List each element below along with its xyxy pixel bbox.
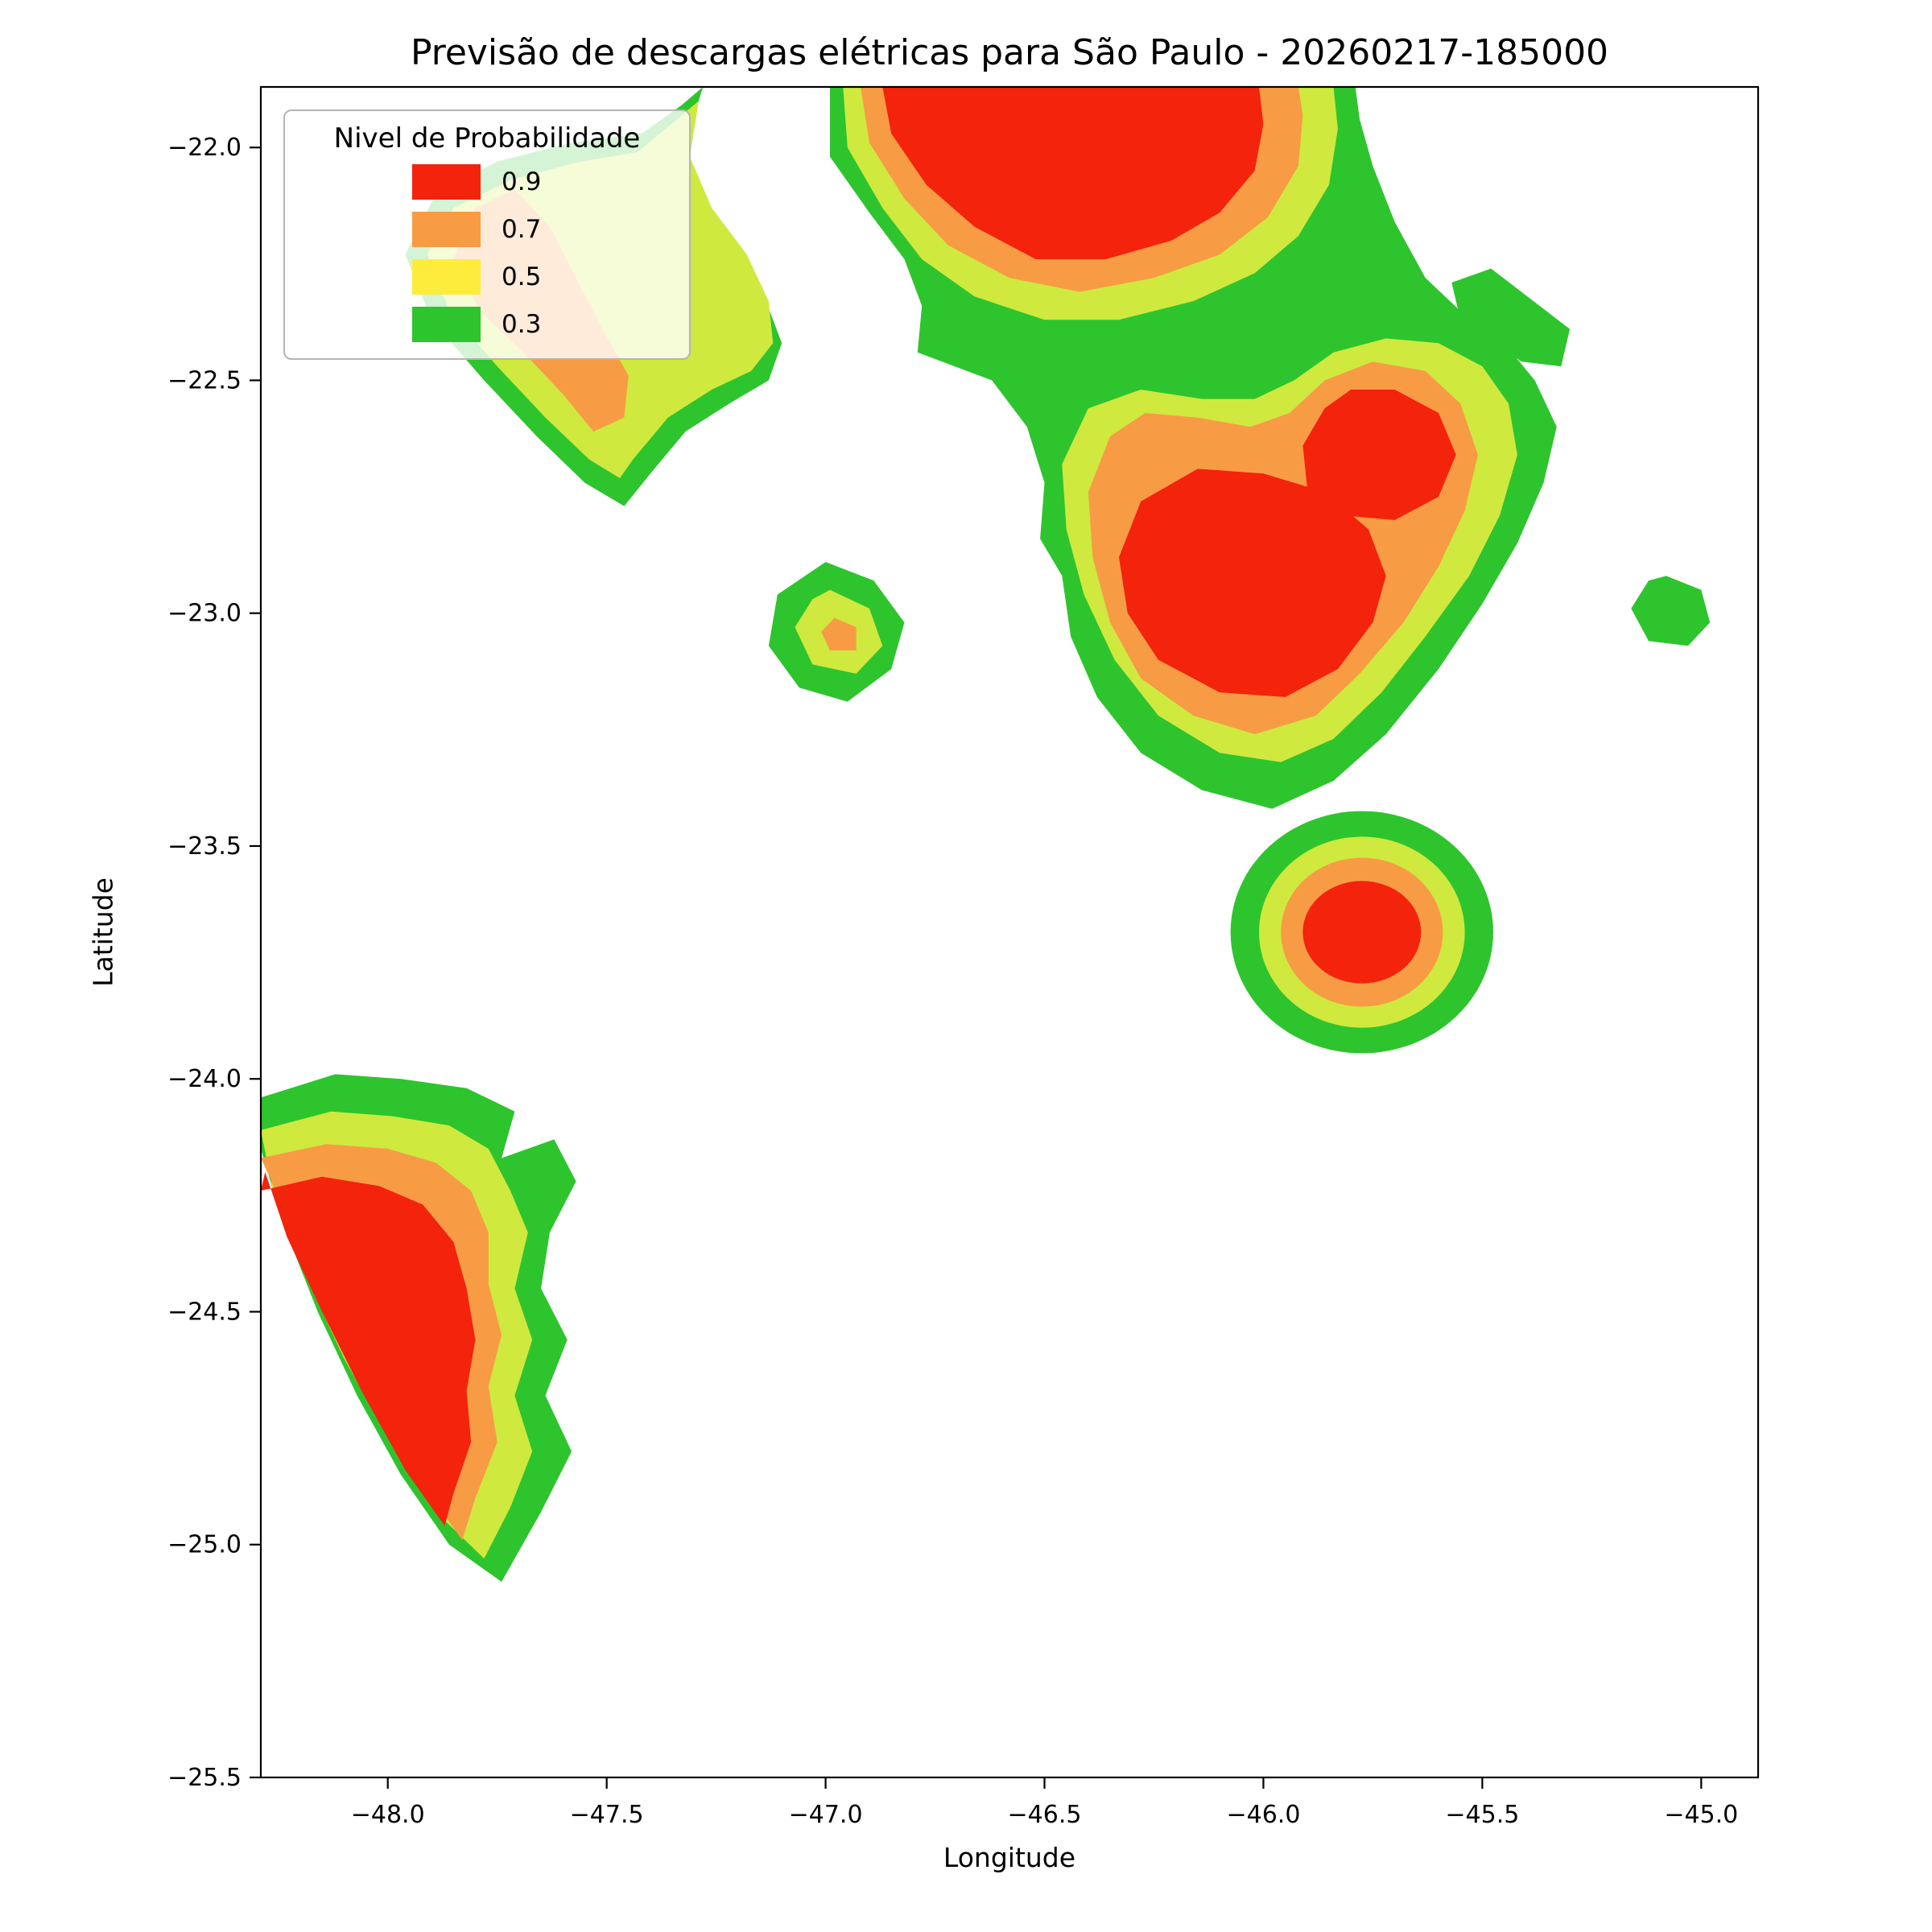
- legend-swatch-0.5: [412, 259, 481, 295]
- legend-item-0.3: 0.3: [412, 307, 679, 342]
- contour-region-north-upper-red: [882, 87, 1264, 259]
- contour-region-north-lower-red-east: [1302, 390, 1456, 520]
- x-tick-label: −47.0: [789, 1801, 863, 1829]
- legend-item-0.9: 0.9: [412, 164, 679, 200]
- legend-swatch-0.7: [412, 212, 481, 247]
- legend-swatch-0.3: [412, 307, 481, 342]
- legend-item-label: 0.5: [502, 262, 542, 291]
- x-tick-label: −48.0: [351, 1801, 425, 1829]
- contour-region-southeast-target-red: [1302, 881, 1422, 984]
- legend-items: 0.9 0.7 0.5 0.3: [295, 164, 679, 342]
- legend-swatch-0.9: [412, 164, 481, 200]
- x-tick-label: −47.5: [570, 1801, 644, 1829]
- contour-layers: [261, 87, 1711, 1582]
- x-tick-label: −46.5: [1008, 1801, 1082, 1829]
- chart-title: Previsão de descargas elétricas para São…: [410, 32, 1609, 73]
- y-tick-label: −25.5: [167, 1764, 242, 1792]
- y-tick-label: −24.5: [167, 1298, 242, 1326]
- legend-title: Nivel de Probabilidade: [333, 122, 641, 155]
- y-tick-label: −25.0: [167, 1531, 242, 1559]
- legend-item-label: 0.9: [502, 167, 542, 196]
- y-tick-label: −23.5: [167, 832, 242, 861]
- contour-region-north-east-spur-green: [1451, 268, 1571, 367]
- x-tick-label: −45.0: [1664, 1801, 1738, 1829]
- legend-item-0.5: 0.5: [412, 259, 679, 295]
- y-tick-label: −22.5: [167, 366, 242, 394]
- legend-item-label: 0.7: [502, 215, 542, 244]
- legend: Nivel de Probabilidade 0.9 0.7 0.5 0.3: [283, 109, 691, 360]
- x-tick-label: −45.5: [1445, 1801, 1519, 1829]
- legend-item-label: 0.3: [502, 310, 542, 339]
- contour-region-central-small-orange: [821, 617, 857, 650]
- axes-frame: [259, 85, 1760, 1779]
- legend-item-0.7: 0.7: [412, 212, 679, 247]
- x-axis-label: Longitude: [943, 1842, 1076, 1873]
- x-tick-label: −46.0: [1226, 1801, 1300, 1829]
- contour-region-north-lower-red-south: [1119, 469, 1386, 697]
- y-tick-label: −23.0: [167, 600, 242, 628]
- y-axis-label: Latitude: [87, 877, 119, 987]
- y-tick-label: −22.0: [167, 134, 242, 162]
- contour-region-east-small-green: [1631, 576, 1711, 646]
- y-tick-label: −24.0: [167, 1065, 242, 1093]
- contour-region-southwest-wedge-red: [261, 1171, 476, 1526]
